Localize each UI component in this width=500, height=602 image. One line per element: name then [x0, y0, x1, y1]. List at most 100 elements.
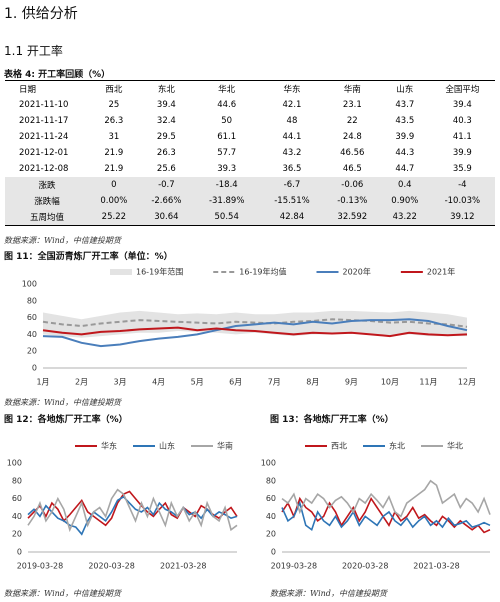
- table-cell: 44.7: [395, 164, 415, 174]
- y-tick-label: 20: [12, 530, 22, 539]
- table-cell: -10.03%: [429, 193, 495, 209]
- table-cell: 21.9: [104, 164, 124, 174]
- y-tick-label: 100: [22, 280, 37, 289]
- x-tick-label: 9月: [345, 378, 358, 387]
- section-title: 1. 供给分析: [4, 6, 78, 22]
- legend-label: 2020年: [343, 267, 371, 277]
- table-cell: 43.2: [282, 148, 302, 158]
- table-row: 涨跌幅 0.00% -2.66% -31.89% -15.51% -0.13% 0.90% -…: [5, 193, 495, 209]
- table-cell: -4: [429, 177, 495, 193]
- table-cell: 25.6: [156, 164, 176, 174]
- table-cell: 43.5: [395, 116, 415, 126]
- x-tick-label: 2019-03-28: [17, 562, 64, 571]
- x-tick-label: 2020-03-28: [88, 562, 135, 571]
- x-tick-label: 2019-03-28: [271, 562, 318, 571]
- table-cell: 24.8: [342, 132, 362, 142]
- table-cell: -18.4: [194, 177, 260, 193]
- y-tick-label: 0: [32, 364, 37, 373]
- table-cell: 31: [108, 132, 120, 142]
- table-cell: 2021-12-08: [19, 164, 69, 174]
- chart: 0 20 40 60 80 100 2019-03-28 2020-03-28 2021-03-…: [7, 441, 238, 571]
- series-line: [42, 318, 468, 348]
- series-line: [27, 488, 238, 533]
- y-tick-label: 100: [261, 459, 276, 468]
- series-line: [42, 326, 468, 338]
- x-tick-label: 1月: [36, 378, 49, 387]
- table-cell: 36.5: [282, 164, 302, 174]
- table-cell: 32.4: [156, 116, 176, 126]
- table-cell: 2021-11-10: [19, 100, 69, 110]
- legend-label: 16-19年均值: [239, 267, 286, 277]
- table-cell: 46.5: [342, 164, 362, 174]
- table-cell: -0.06: [324, 177, 380, 193]
- table-cell: 50.54: [194, 209, 260, 226]
- table-row: 日期 西北 东北 华北 华东 华南 山东 全国平均: [5, 81, 495, 98]
- y-tick-label: 40: [266, 512, 276, 521]
- figure-caption: 图 12：各地炼厂开工率（%）: [4, 415, 128, 425]
- table-row: 2021-11-24 31 29.5 61.1 44.1 24.8 39.9 41.1: [5, 129, 495, 145]
- table-cell: 43.7: [395, 100, 415, 110]
- table-cell: 0.90%: [379, 193, 430, 209]
- y-tick-label: 80: [12, 476, 22, 485]
- table-row: 2021-12-08 21.9 25.6 39.3 36.5 46.5 44.7 35.9: [5, 161, 495, 177]
- y-tick-label: 0: [271, 548, 276, 557]
- table-cell: 61.1: [217, 132, 237, 142]
- x-tick-label: 2021-03-28: [413, 562, 460, 571]
- source-note: 数据来源：Wind，中信建投期货: [4, 398, 121, 407]
- table-cell: 44.6: [217, 100, 237, 110]
- legend-label: 东北: [389, 441, 405, 451]
- table-cell: -2.66%: [138, 193, 195, 209]
- table-cell: -0.13%: [324, 193, 380, 209]
- table-cell: 五周均值: [5, 209, 89, 226]
- table-cell: 44.1: [282, 132, 302, 142]
- table-cell: 40.3: [452, 116, 472, 126]
- series-line: [27, 490, 238, 527]
- legend-label: 华北: [447, 441, 463, 451]
- table-cell: 39.9: [395, 132, 415, 142]
- series-line: [42, 318, 468, 328]
- x-tick-label: 4月: [152, 378, 165, 387]
- x-tick-label: 2月: [75, 378, 88, 387]
- table-cell: 山东: [396, 85, 414, 95]
- table-cell: 44.3: [395, 148, 415, 158]
- table-cell: 0.4: [379, 177, 430, 193]
- table-cell: 全国平均: [445, 85, 480, 95]
- table-row: 涨跌 0 -0.7 -18.4 -6.7 -0.06 0.4 -4: [5, 177, 495, 193]
- subsection-title: 1.1 开工率: [4, 44, 63, 58]
- table-cell: 东北: [157, 85, 175, 95]
- table-cell: 25.22: [89, 209, 139, 226]
- table-cell: 39.9: [452, 148, 472, 158]
- x-tick-label: 6月: [229, 378, 242, 387]
- table-cell: -31.89%: [194, 193, 260, 209]
- chart: 0 20 40 60 80 100 1月 2月 3月 4月 5月 6月 7月 8月 9月 10月 11月 12月 1…: [22, 267, 476, 387]
- table-row: 五周均值 25.22 30.64 50.54 42.84 32.592 43.22 39.12: [5, 209, 495, 226]
- table-cell: 涨跌幅: [5, 193, 89, 209]
- table-row: 2021-11-10 25 39.4 44.6 42.1 23.1 43.7 39.4: [5, 97, 495, 113]
- x-tick-label: 12月: [458, 378, 476, 387]
- table-cell: 21.9: [104, 148, 124, 158]
- table-cell: -6.7: [259, 177, 325, 193]
- table-cell: 43.22: [379, 209, 430, 226]
- x-tick-label: 7月: [268, 378, 281, 387]
- table-cell: 57.7: [217, 148, 237, 158]
- legend-label: 16-19年范围: [136, 267, 183, 277]
- legend-swatch: [110, 269, 132, 275]
- table-cell: 42.1: [282, 100, 302, 110]
- table-cell: 0.00%: [89, 193, 139, 209]
- table-cell: 39.4: [156, 100, 176, 110]
- table-cell: 42.84: [259, 209, 325, 226]
- table-cell: 23.1: [342, 100, 362, 110]
- table-cell: 26.3: [104, 116, 124, 126]
- table-cell: 26.3: [156, 148, 176, 158]
- table-caption: 表格 4: 开工率回顾（%）: [4, 70, 111, 80]
- y-tick-label: 80: [266, 476, 276, 485]
- y-tick-label: 20: [27, 347, 37, 356]
- x-tick-label: 11月: [419, 378, 437, 387]
- table-cell: 39.12: [429, 209, 495, 226]
- legend-label: 2021年: [427, 267, 455, 277]
- table-cell: -0.7: [138, 177, 195, 193]
- y-tick-label: 60: [266, 494, 276, 503]
- y-tick-label: 40: [12, 512, 22, 521]
- table-cell: 华南: [343, 85, 361, 95]
